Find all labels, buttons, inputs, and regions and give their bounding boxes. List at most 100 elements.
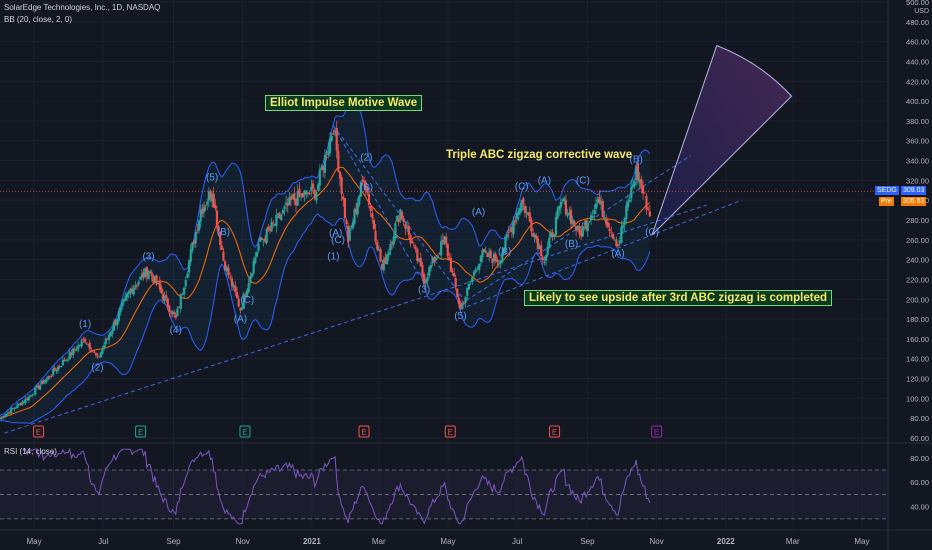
candle-body <box>29 395 32 397</box>
candle-body <box>66 359 70 361</box>
impulse-wave-annotation[interactable]: Elliot Impulse Motive Wave <box>265 95 423 111</box>
candle-body <box>369 205 372 212</box>
candle-body <box>73 348 76 350</box>
candle-body <box>75 349 78 351</box>
candle-body <box>239 307 242 311</box>
candle-body <box>268 229 272 231</box>
candle-body <box>48 376 52 377</box>
candle-body <box>257 244 260 251</box>
candle-body <box>322 165 325 171</box>
candle-body <box>147 271 150 280</box>
candle-body <box>576 225 579 230</box>
price-tick-label: 200.00 <box>906 295 929 304</box>
candle-body <box>163 295 166 301</box>
candle-body <box>63 359 66 362</box>
dashed-trendline <box>332 125 419 275</box>
candle-body <box>647 209 650 210</box>
candle-body <box>87 344 90 346</box>
candle-body <box>82 338 85 340</box>
candle-body <box>381 263 384 269</box>
candle-body <box>523 206 527 213</box>
candle-body <box>428 266 431 276</box>
candle-body <box>361 179 364 181</box>
candle-body <box>242 293 245 309</box>
price-tick-label: 240.00 <box>906 256 929 265</box>
candle-body <box>291 195 294 199</box>
candle-body <box>599 201 603 205</box>
candle-body <box>53 367 56 371</box>
price-tick-label: 220.00 <box>906 275 929 284</box>
candle-body <box>641 186 645 194</box>
candle-body <box>538 245 541 249</box>
candle-body <box>83 339 87 342</box>
candle-body <box>379 249 382 262</box>
trendlines <box>0 125 888 434</box>
candlesticks <box>0 120 651 421</box>
dashed-trendline <box>460 199 742 310</box>
candle-body <box>494 254 497 261</box>
candle-body <box>14 407 18 409</box>
candle-body <box>566 213 569 216</box>
candle-body <box>224 261 227 271</box>
outlook-annotation[interactable]: Likely to see upside after 3rd ABC zigza… <box>524 290 833 306</box>
candle-body <box>615 239 618 247</box>
symbol-title[interactable]: SolarEdge Technologies, Inc., 1D, NASDAQ <box>4 3 161 12</box>
candle-body <box>315 192 318 201</box>
candle-body <box>488 252 491 256</box>
candle-body <box>578 226 581 234</box>
candle-body <box>645 195 648 210</box>
time-tick-label: Sep <box>580 537 595 546</box>
candle-body <box>386 254 389 265</box>
candle-body <box>350 225 353 228</box>
candle-body <box>353 209 356 224</box>
candle-body <box>101 348 104 354</box>
candle-body <box>13 408 16 410</box>
candle-body <box>98 356 101 358</box>
earnings-marker-label: E <box>36 428 41 437</box>
candle-body <box>414 246 417 250</box>
candle-body <box>484 250 487 253</box>
candle-body <box>593 210 596 214</box>
candle-body <box>594 203 598 209</box>
candle-body <box>187 260 191 273</box>
candle-body <box>34 387 37 395</box>
projection-fan <box>651 44 793 236</box>
candle-body <box>603 217 606 219</box>
rsi-indicator-label[interactable]: RSI (14, close) <box>4 447 57 456</box>
candle-body <box>462 302 465 304</box>
candle-body <box>144 268 147 277</box>
wave-label: (4) <box>170 325 182 336</box>
candle-body <box>293 192 296 201</box>
candle-body <box>382 259 385 271</box>
candle-body <box>376 242 379 250</box>
candle-body <box>3 415 6 418</box>
candle-body <box>263 238 267 242</box>
rsi-tick-label: 60.00 <box>910 478 929 487</box>
earnings-marker <box>239 425 251 438</box>
candle-body <box>533 234 536 238</box>
candle-body <box>431 257 434 264</box>
candle-body <box>522 198 525 204</box>
candle-body <box>510 227 514 232</box>
bb-upper-band <box>0 100 651 417</box>
earnings-marker-label: E <box>448 428 453 437</box>
time-tick-label: 2021 <box>303 537 321 546</box>
candle-body <box>232 284 235 288</box>
candle-body <box>423 274 426 284</box>
candle-body <box>235 292 239 298</box>
candle-body <box>134 285 137 288</box>
candle-body <box>356 203 359 215</box>
candle-body <box>106 338 109 340</box>
time-tick-label: Jul <box>98 537 108 546</box>
candle-body <box>581 226 584 237</box>
candle-body <box>340 177 343 195</box>
price-tick-label: 260.00 <box>906 236 929 245</box>
wave-label: (A) <box>538 175 551 186</box>
corrective-wave-annotation[interactable]: Triple ABC zigzag corrective wave <box>446 149 633 161</box>
candle-body <box>201 208 204 214</box>
candle-body <box>245 290 249 298</box>
bb-indicator-label[interactable]: BB (20, close, 2, 0) <box>4 15 73 24</box>
candle-body <box>536 238 539 249</box>
candle-body <box>109 332 112 337</box>
